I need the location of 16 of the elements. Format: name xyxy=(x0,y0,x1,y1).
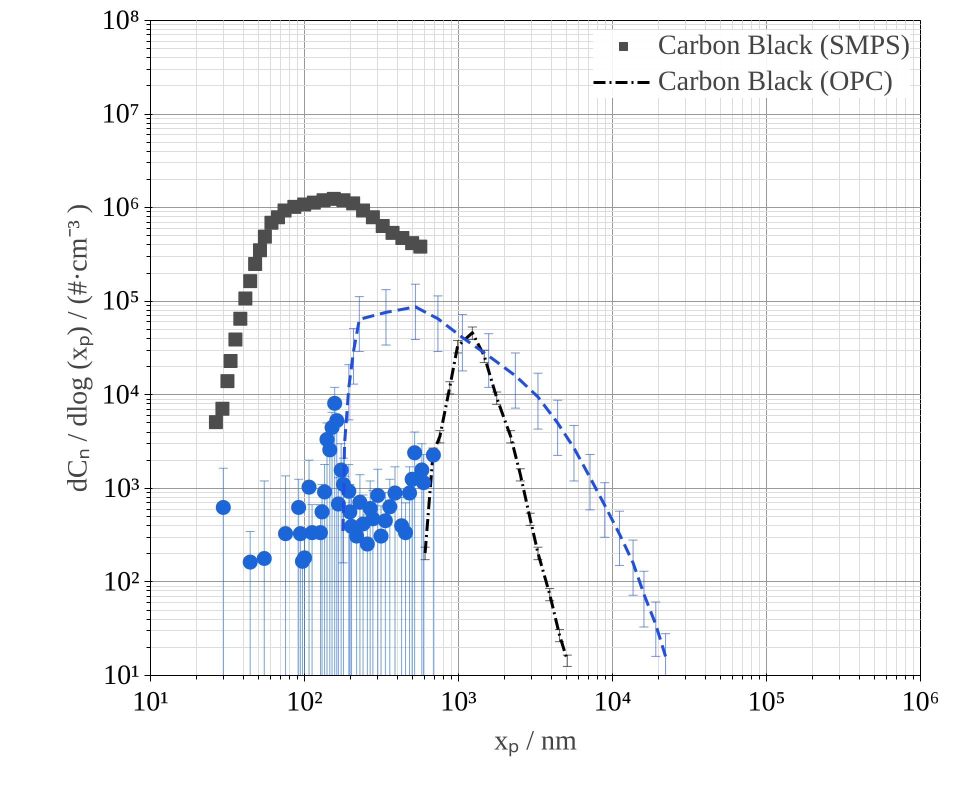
y-tick-label: 10² xyxy=(103,566,140,598)
x-tick-label: 10² xyxy=(286,686,323,718)
x-tick-label: 10³ xyxy=(440,686,477,718)
x-tick-label: 10⁶ xyxy=(902,686,940,718)
legend-label: Carbon Black (OPC) xyxy=(658,66,893,98)
x-tick-label: 10⁴ xyxy=(594,686,632,718)
x-axis-title: xₚ / nm xyxy=(494,726,577,756)
x-tick-label: 10⁵ xyxy=(748,686,786,718)
legend-label: Carbon Black (SMPS) xyxy=(658,30,910,62)
y-tick-label: 10⁷ xyxy=(102,98,140,130)
y-axis-title: dCₙ / dlog (xₚ) / (#·cm⁻³ ) xyxy=(62,204,94,492)
y-tick-label: 10⁵ xyxy=(102,286,140,317)
y-tick-label: 10⁸ xyxy=(102,5,140,36)
y-tick-label: 10⁶ xyxy=(102,192,140,224)
y-tick-label: 10⁴ xyxy=(102,379,140,410)
y-tick-label: 10³ xyxy=(103,472,140,504)
